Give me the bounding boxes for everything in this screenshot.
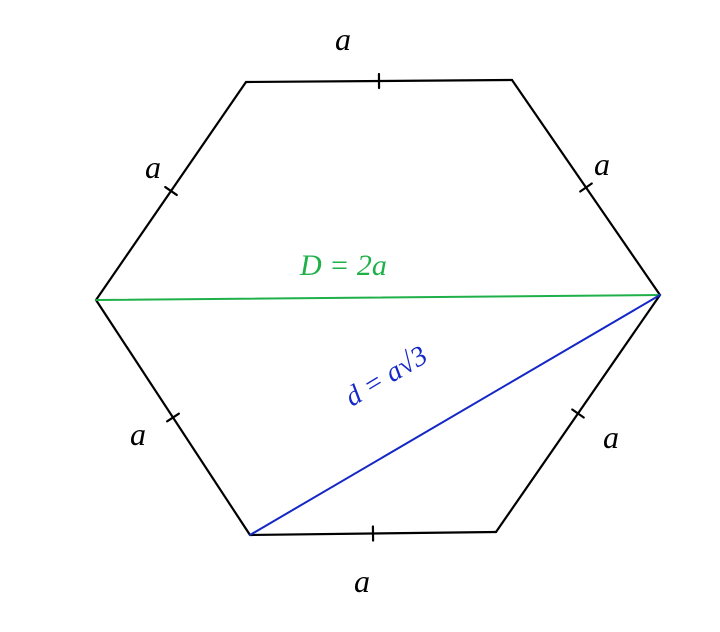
edge-label: a bbox=[145, 149, 161, 185]
edge-tick bbox=[580, 184, 592, 192]
diagonal-label: D = 2a bbox=[299, 249, 387, 282]
edge-label: a bbox=[354, 563, 370, 599]
hexagon-diagram: D = 2a d = a√3 a a a a a a bbox=[0, 0, 720, 632]
edge-tick bbox=[165, 187, 177, 195]
edge-tick bbox=[167, 414, 179, 422]
edge-label: a bbox=[130, 416, 146, 452]
diagonal-line bbox=[96, 295, 660, 300]
diagonal-line bbox=[250, 295, 660, 535]
edge-label: a bbox=[603, 419, 619, 455]
edge-tick bbox=[572, 410, 584, 418]
edge-label: a bbox=[335, 21, 351, 57]
edge-label: a bbox=[594, 146, 610, 182]
diagonal-label: d = a√3 bbox=[340, 340, 433, 413]
